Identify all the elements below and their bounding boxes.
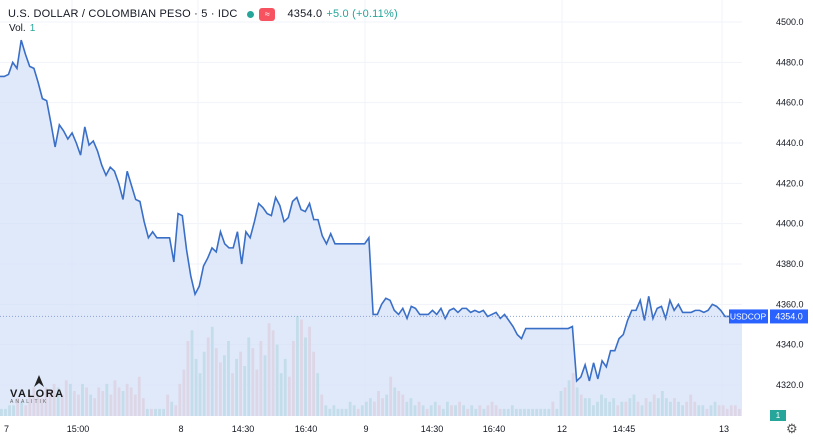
- logo-sub: ANALITIK: [10, 399, 49, 405]
- time-tick-label: 15:00: [67, 424, 90, 434]
- compare-icon[interactable]: ≈: [259, 7, 276, 21]
- time-tick-label: 7: [4, 424, 9, 434]
- volume-legend[interactable]: Vol. 1: [9, 23, 35, 34]
- legend-header: U.S. DOLLAR / COLOMBIAN PESO · 5 · IDC ≈…: [8, 6, 398, 22]
- time-tick-label: 14:45: [613, 424, 636, 434]
- price-tick-label: 4320.0: [776, 380, 804, 390]
- price-tick-label: 4380.0: [776, 259, 804, 269]
- price-tick-label: 4420.0: [776, 178, 804, 188]
- price-tag-label: 4354.0: [775, 311, 803, 321]
- time-tick-label: 8: [178, 424, 183, 434]
- valora-logo: VALORA ANALITIK: [10, 374, 68, 405]
- time-tick-label: 14:30: [421, 424, 444, 434]
- symbol-title[interactable]: U.S. DOLLAR / COLOMBIAN PESO · 5 · IDC: [8, 8, 238, 20]
- time-tick-label: 14:30: [232, 424, 255, 434]
- time-tick-label: 16:40: [483, 424, 506, 434]
- volume-tag: [770, 410, 786, 421]
- price-tick-label: 4460.0: [776, 98, 804, 108]
- logo-name: VALORA: [10, 388, 65, 400]
- price-tick-label: 4500.0: [776, 17, 804, 27]
- settings-gear-icon[interactable]: ⚙: [786, 421, 798, 436]
- price-tick-label: 4440.0: [776, 138, 804, 148]
- price-tick-label: 4360.0: [776, 299, 804, 309]
- price-change: +5.0 (+0.11%): [326, 8, 398, 20]
- price-tick-label: 4480.0: [776, 57, 804, 67]
- time-axis[interactable]: 7 15:00 8 14:30 16:40 9 14:30 16:40 12 14:45 13: [0, 0, 729, 434]
- volume-label: Vol.: [9, 23, 26, 34]
- price-tag: [770, 309, 808, 324]
- logo-mark-icon: [34, 375, 44, 387]
- price-tick-label: 4340.0: [776, 340, 804, 350]
- price-axis[interactable]: 4500.0 4480.0 4460.0 4440.0 4420.0 4400.0 4380…: [776, 17, 804, 390]
- symbol-tag-label: USDCOP: [730, 311, 767, 321]
- price-area: [0, 40, 742, 417]
- time-tick-label: 16:40: [295, 424, 318, 434]
- volume-tag-label: 1: [776, 411, 781, 420]
- last-quote: 4354.0: [287, 8, 323, 20]
- price-tags: USDCOP 4354.0 1: [729, 309, 808, 421]
- time-tick-label: 12: [557, 424, 567, 434]
- time-tick-label: 9: [363, 424, 368, 434]
- price-tick-label: 4400.0: [776, 219, 804, 229]
- market-status-icon: [247, 10, 255, 18]
- time-tick-label: 13: [719, 424, 729, 434]
- symbol-tag: [729, 309, 768, 324]
- volume-value: 1: [29, 23, 36, 34]
- price-line: [0, 39, 743, 383]
